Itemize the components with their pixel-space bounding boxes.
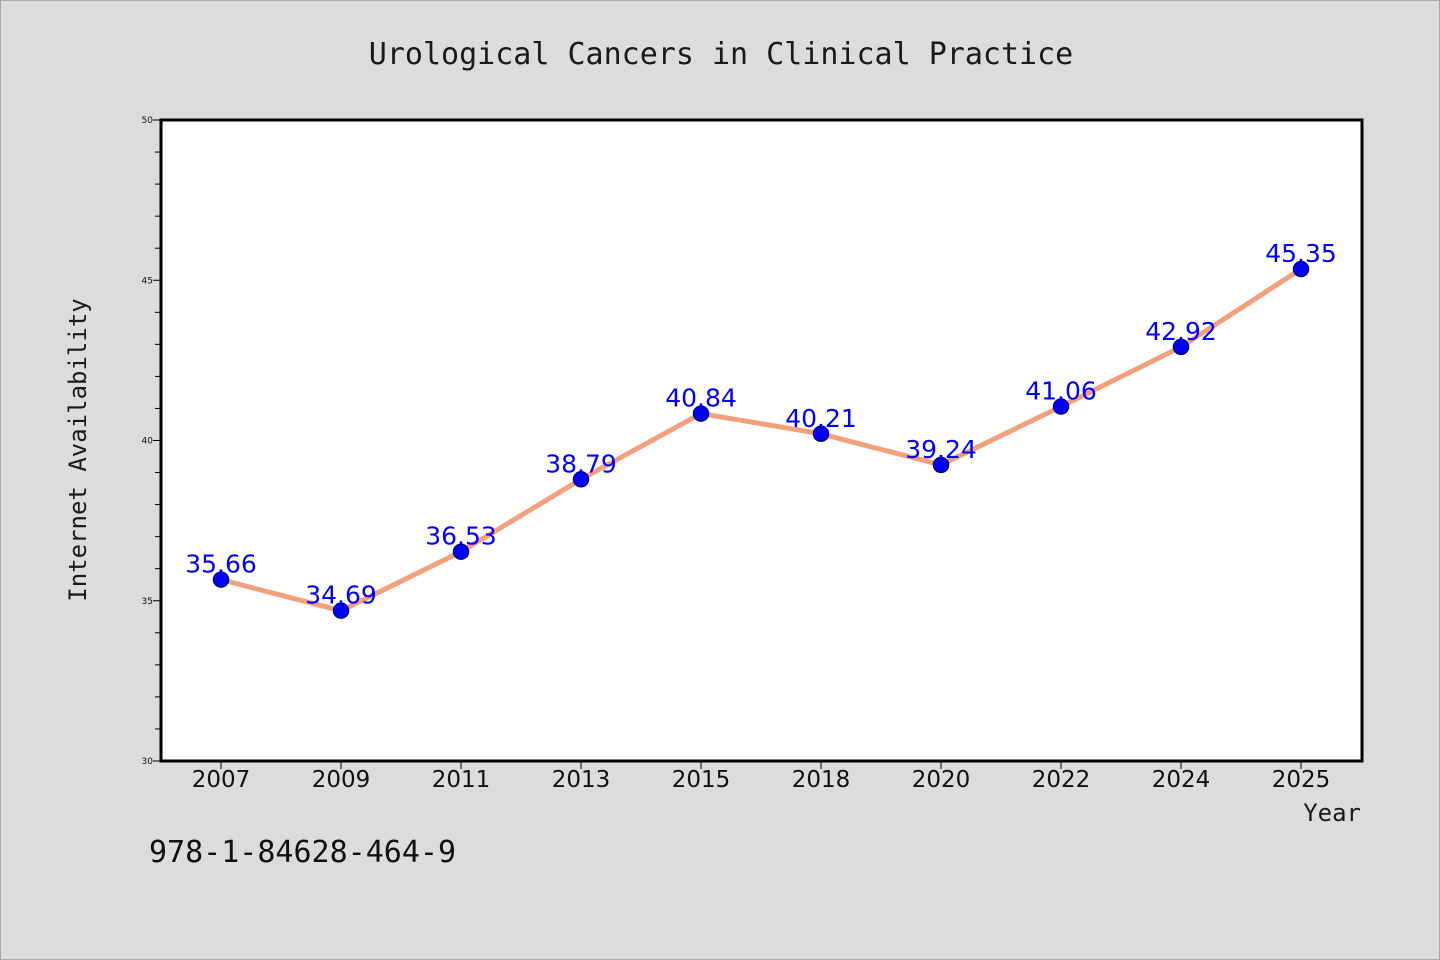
series-layer xyxy=(218,266,1304,614)
x-tick-label: 2009 xyxy=(312,767,371,793)
data-point-marker xyxy=(332,602,350,619)
y-axis-label: Internet Availability xyxy=(64,298,92,601)
data-point-marker xyxy=(1292,260,1310,278)
y-tick-label: 45 xyxy=(142,276,153,286)
x-tick-label: 2022 xyxy=(1032,767,1091,793)
y-axis-ticks: 30 35 40 45 50 xyxy=(142,116,161,767)
series-line xyxy=(218,266,1304,614)
data-label: 38.79 xyxy=(545,449,617,478)
data-point-marker xyxy=(812,425,830,443)
x-axis-ticks: 2007 2009 2011 2013 2015 2018 2020 2022 2024 2025 xyxy=(192,761,1331,793)
y-tick-label: 35 xyxy=(142,597,153,607)
x-tick-label: 2018 xyxy=(792,767,851,793)
y-tick-label: 40 xyxy=(142,437,154,447)
x-tick-label: 2015 xyxy=(672,767,731,793)
x-tick-label: 2013 xyxy=(552,767,611,793)
plot-area xyxy=(159,118,1364,763)
x-tick-label: 2025 xyxy=(1272,767,1331,793)
x-tick-label: 2011 xyxy=(432,767,491,793)
x-tick-label: 2007 xyxy=(192,767,251,793)
data-label: 40.84 xyxy=(665,384,737,413)
data-point-marker xyxy=(932,456,950,474)
y-tick-label: 30 xyxy=(142,757,154,767)
data-label: 35.66 xyxy=(185,550,257,579)
x-axis-label: Year xyxy=(1303,799,1361,827)
data-point-marker xyxy=(1172,338,1190,356)
data-point-marker xyxy=(1052,398,1070,415)
data-label: 40.21 xyxy=(785,404,857,433)
y-tick-label: 50 xyxy=(142,116,154,126)
data-point-marker xyxy=(452,543,470,560)
data-point-marker xyxy=(692,405,710,422)
x-tick-label: 2020 xyxy=(912,767,971,793)
isbn-footer: 978-1-84628-464-9 xyxy=(149,835,457,870)
x-tick-label: 2024 xyxy=(1152,767,1211,793)
data-label: 34.69 xyxy=(305,581,377,610)
data-label: 36.53 xyxy=(425,522,497,551)
data-point-marker xyxy=(572,471,590,488)
data-point-marker xyxy=(212,571,230,588)
data-label: 39.24 xyxy=(905,435,977,464)
data-label: 45.35 xyxy=(1265,239,1337,268)
marker-layer xyxy=(212,260,1310,619)
chart-title: Urological Cancers in Clinical Practice xyxy=(369,37,1073,72)
data-label-layer: 35.66 34.69 36.53 38.79 40.84 40.21 39.24 41.06… xyxy=(185,239,1337,610)
data-label: 42.92 xyxy=(1145,317,1217,346)
data-label: 41.06 xyxy=(1025,377,1097,406)
